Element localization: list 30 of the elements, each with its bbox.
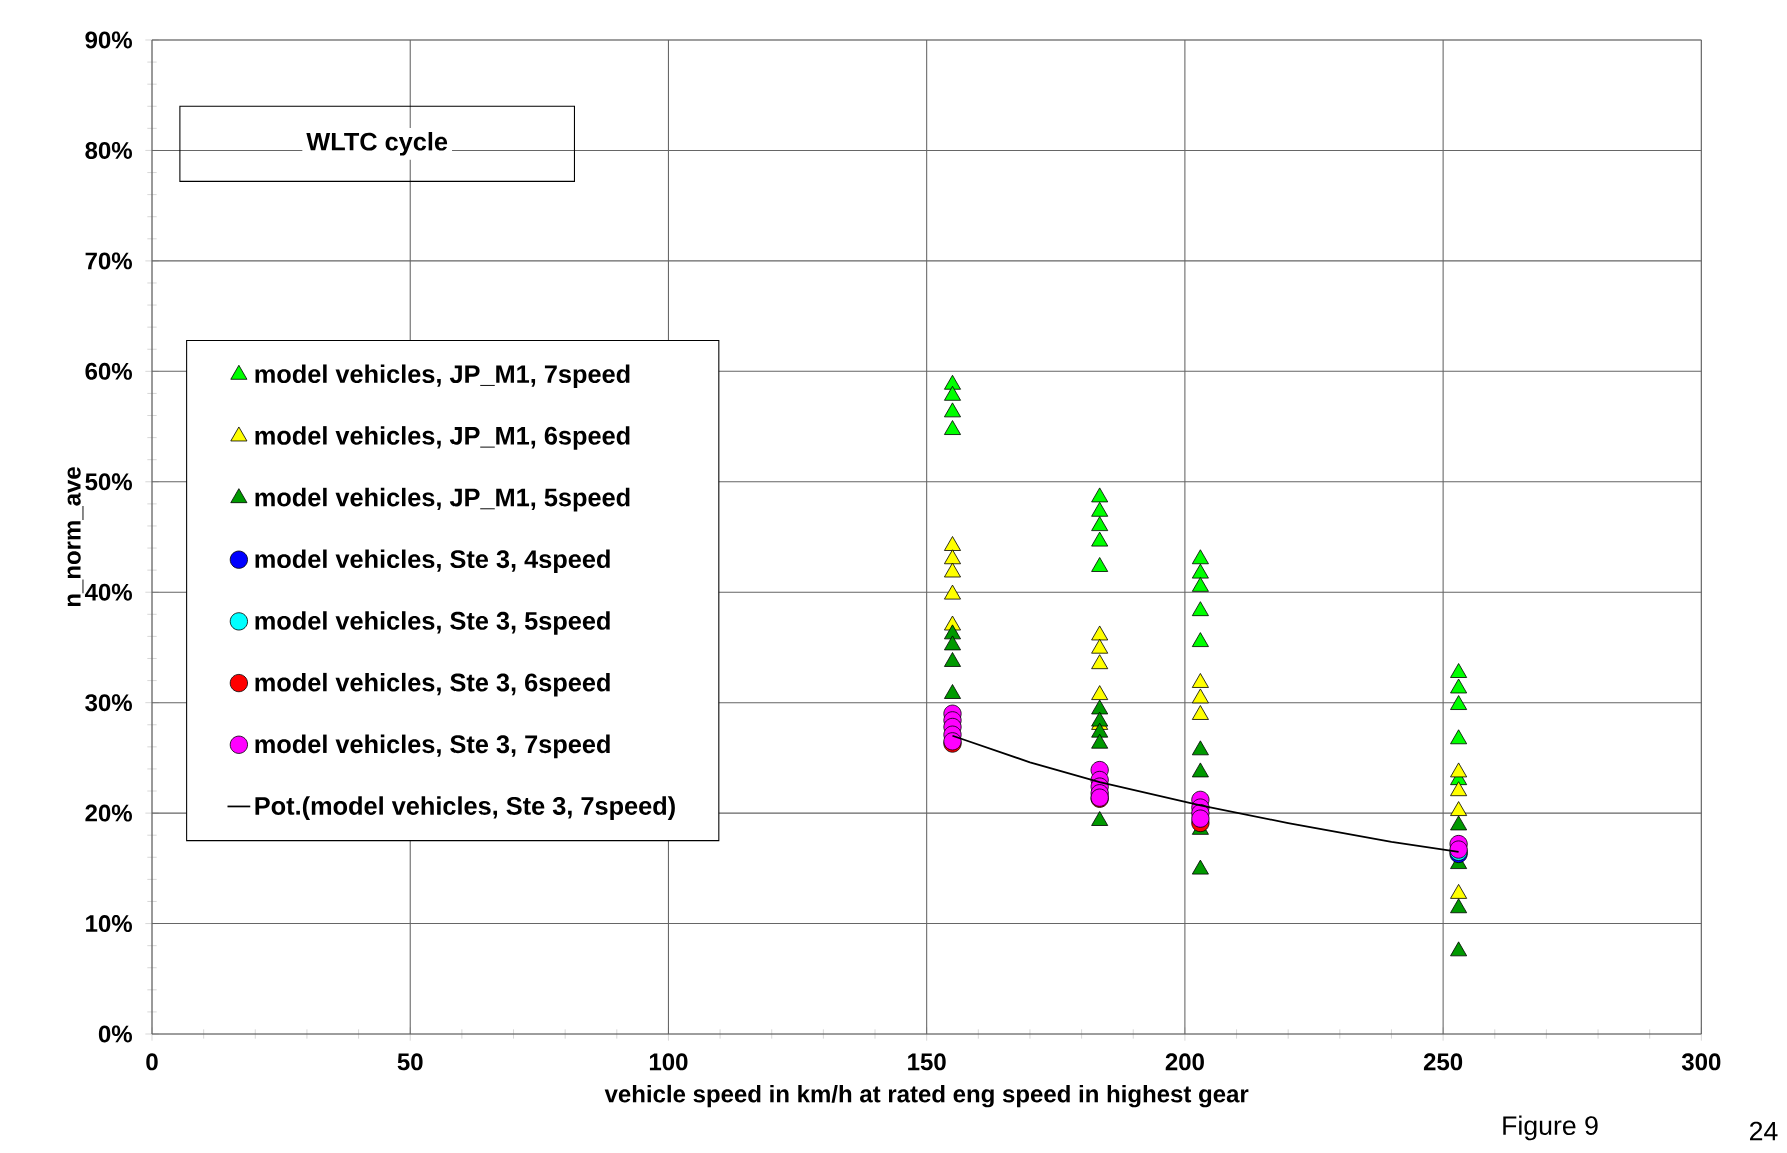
annotation: WLTC cycle (306, 132, 448, 156)
y-tick-label: 0% (98, 1025, 132, 1043)
x-tick-label: 0 (146, 1053, 158, 1071)
legend-label: model vehicles, JP_M1, 7speed (255, 364, 630, 389)
x-tick-label: 250 (1423, 1053, 1463, 1071)
x-tick-label: 200 (1165, 1053, 1204, 1071)
legend-label: model vehicles, Ste 3, 7speed (255, 734, 610, 759)
y-tick-label: 20% (85, 804, 132, 822)
y-axis-title: n_norm_ave (67, 467, 84, 607)
y-tick-label: 90% (85, 31, 132, 49)
y-tick-label: 60% (85, 362, 132, 380)
x-tick-label: 100 (649, 1053, 688, 1071)
y-tick-label: 30% (85, 694, 132, 712)
x-tick-label: 300 (1681, 1053, 1721, 1071)
legend-label: model vehicles, JP_M1, 6speed (255, 426, 630, 450)
caption: Figure 9 (1503, 1115, 1598, 1141)
legend-label: model vehicles, Ste 3, 6speed (255, 672, 610, 697)
text: 24 (1749, 1121, 1778, 1141)
legend-label: model vehicles, Ste 3, 5speed (255, 611, 610, 635)
y-tick-label: 70% (85, 252, 132, 270)
x-tick-label: 150 (908, 1053, 946, 1071)
y-tick-label: 80% (85, 141, 132, 159)
legend-label: Pot.(model vehicles, Ste 3, 7speed) (255, 796, 675, 820)
y-tick-label: 40% (84, 583, 132, 601)
y-tick-label: 50% (85, 473, 132, 491)
legend-label: model vehicles, JP_M1, 5speed (255, 487, 630, 512)
legend-label: model vehicles, Ste 3, 4speed (255, 549, 610, 574)
x-axis-title: vehicle speed in km/h at rated eng speed in highest gear (604, 1084, 1249, 1108)
x-tick-label: 50 (397, 1053, 423, 1071)
y-tick-label: 10% (86, 915, 132, 933)
